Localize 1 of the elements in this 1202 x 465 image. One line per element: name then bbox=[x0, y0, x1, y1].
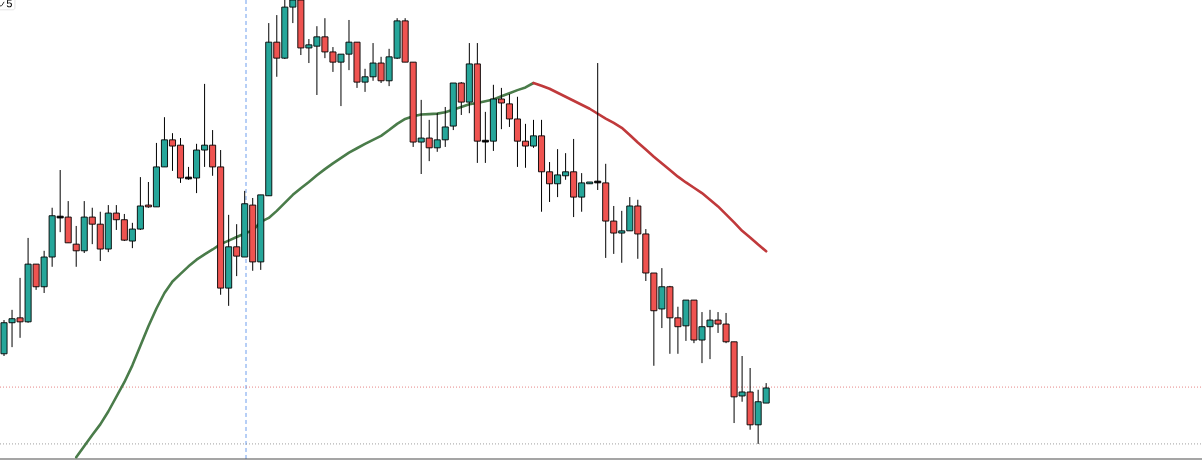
annotation: 5 bbox=[6, 0, 12, 8]
